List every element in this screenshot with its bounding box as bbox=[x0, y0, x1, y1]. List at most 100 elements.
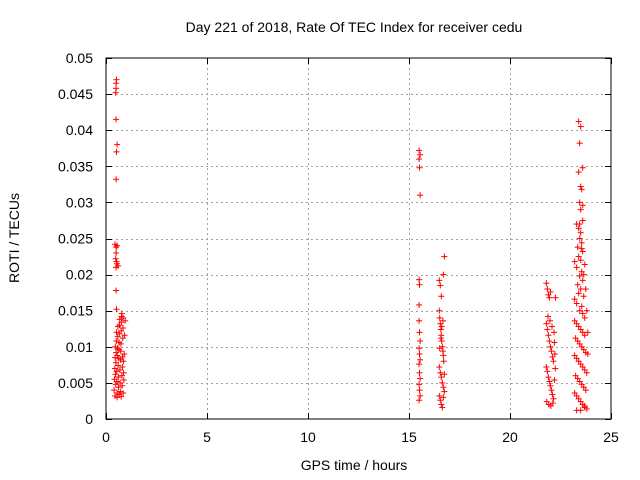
data-point bbox=[577, 407, 584, 414]
data-point bbox=[573, 300, 580, 307]
data-point bbox=[577, 286, 584, 293]
data-point bbox=[577, 206, 584, 213]
data-point bbox=[416, 345, 423, 352]
data-point bbox=[580, 271, 587, 278]
data-point bbox=[117, 340, 124, 347]
data-point bbox=[115, 374, 122, 381]
x-tick-label: 20 bbox=[502, 429, 518, 445]
data-point bbox=[119, 382, 126, 389]
data-point bbox=[575, 118, 582, 125]
data-point bbox=[416, 397, 423, 404]
data-point bbox=[440, 352, 447, 359]
data-point bbox=[574, 244, 581, 251]
data-point bbox=[439, 379, 446, 386]
data-point bbox=[579, 277, 586, 284]
data-point bbox=[119, 325, 126, 332]
data-point bbox=[440, 358, 447, 365]
data-point bbox=[576, 273, 583, 280]
data-point bbox=[550, 395, 557, 402]
data-point bbox=[417, 338, 424, 345]
data-point bbox=[439, 404, 446, 411]
data-point bbox=[548, 387, 555, 394]
y-tick-label: 0.015 bbox=[58, 303, 93, 319]
data-point bbox=[579, 248, 586, 255]
data-point bbox=[113, 287, 120, 294]
data-point bbox=[576, 140, 583, 147]
data-point bbox=[549, 391, 556, 398]
data-point bbox=[112, 89, 119, 96]
axis-ticks: 0 5 10 15 20 25 0 0.005 0.01 0.015 0.02 0.025 0.03 0.… bbox=[58, 50, 619, 445]
data-point bbox=[546, 317, 553, 324]
data-point bbox=[416, 387, 423, 394]
data-point bbox=[113, 368, 120, 375]
data-point bbox=[551, 377, 558, 384]
x-tick-label: 0 bbox=[102, 429, 110, 445]
grid bbox=[106, 58, 611, 419]
data-point bbox=[579, 164, 586, 171]
y-axis-label: ROTI / TECUs bbox=[6, 193, 22, 283]
data-point bbox=[582, 387, 589, 394]
data-point bbox=[548, 348, 555, 355]
data-point bbox=[574, 281, 581, 288]
data-point bbox=[438, 401, 445, 408]
data-point bbox=[576, 221, 583, 228]
data-point bbox=[113, 378, 120, 385]
data-point bbox=[575, 169, 582, 176]
data-point bbox=[543, 364, 550, 371]
data-point bbox=[436, 345, 443, 352]
data-point bbox=[549, 400, 556, 407]
data-point bbox=[417, 192, 424, 199]
data-point bbox=[440, 271, 447, 278]
data-point bbox=[436, 277, 443, 284]
data-point bbox=[551, 329, 558, 336]
data-point bbox=[584, 351, 591, 358]
data-point bbox=[551, 339, 558, 346]
data-point bbox=[578, 245, 585, 252]
data-point bbox=[117, 388, 124, 395]
data-point bbox=[440, 394, 447, 401]
data-point bbox=[117, 348, 124, 355]
data-point bbox=[115, 384, 122, 391]
data-point bbox=[111, 387, 118, 394]
data-point bbox=[416, 156, 423, 163]
data-point bbox=[120, 377, 127, 384]
data-point bbox=[547, 382, 554, 389]
data-point bbox=[114, 352, 121, 359]
data-point bbox=[543, 280, 550, 287]
data-point bbox=[578, 186, 585, 193]
data-point bbox=[121, 351, 128, 358]
x-tick-label: 10 bbox=[300, 429, 316, 445]
data-point bbox=[582, 286, 589, 293]
y-tick-label: 0.04 bbox=[66, 122, 93, 138]
data-point bbox=[545, 332, 552, 339]
data-point bbox=[114, 345, 121, 352]
data-point bbox=[551, 351, 558, 358]
y-tick-label: 0.035 bbox=[58, 158, 93, 174]
chart-title: Day 221 of 2018, Rate Of TEC Index for r… bbox=[186, 19, 523, 35]
data-point bbox=[118, 319, 125, 326]
data-point bbox=[441, 371, 448, 378]
data-point bbox=[416, 381, 423, 388]
data-point bbox=[436, 364, 443, 371]
data-point bbox=[122, 317, 129, 324]
data-point bbox=[441, 388, 448, 395]
data-point bbox=[416, 369, 423, 376]
y-tick-label: 0.025 bbox=[58, 231, 93, 247]
data-point bbox=[577, 123, 584, 130]
data-point bbox=[113, 329, 120, 336]
data-point bbox=[579, 217, 586, 224]
data-point bbox=[417, 151, 424, 158]
data-point bbox=[417, 356, 424, 363]
data-point bbox=[576, 307, 583, 314]
data-point bbox=[114, 242, 121, 249]
data-points bbox=[111, 76, 591, 414]
data-point bbox=[544, 313, 551, 320]
data-point bbox=[113, 176, 120, 183]
data-point bbox=[113, 338, 120, 345]
data-point bbox=[416, 147, 423, 154]
data-point bbox=[417, 392, 424, 399]
data-point bbox=[118, 393, 125, 400]
data-point bbox=[436, 314, 443, 321]
data-point bbox=[573, 264, 580, 271]
